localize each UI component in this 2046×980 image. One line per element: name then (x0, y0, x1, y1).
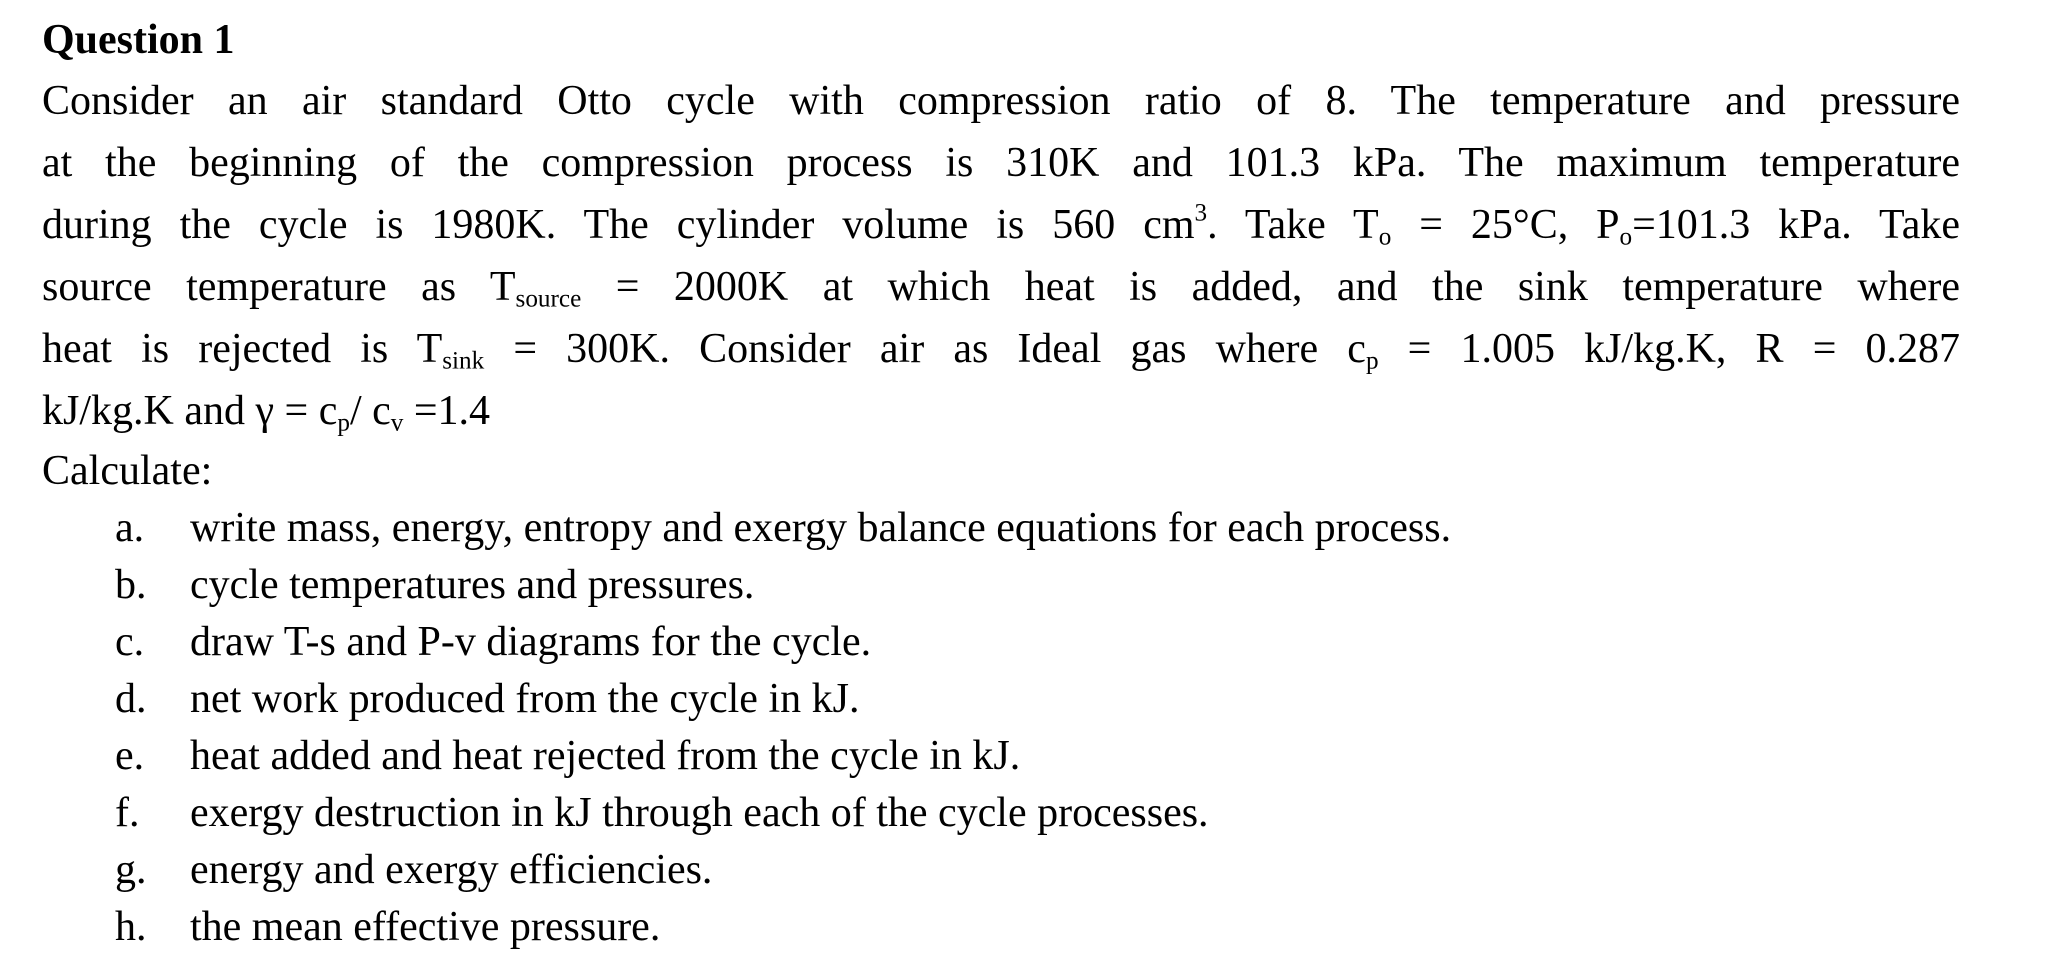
subscript: sink (442, 347, 485, 375)
text-segment: Consider an air standard Otto cycle with… (42, 78, 1960, 124)
list-item: b. cycle temperatures and pressures. (42, 557, 1960, 614)
list-item-label: e. (115, 733, 145, 779)
list-item: h. the mean effective pressure. (42, 899, 1960, 956)
question-title: Question 1 (42, 17, 235, 63)
text-segment: = 25°C, P (1391, 202, 1620, 248)
list-item-label: h. (115, 904, 147, 950)
text-segment: source temperature as T (42, 264, 516, 310)
text-segment: / c (349, 388, 391, 434)
subscript: source (515, 285, 582, 313)
paragraph-line: kJ/kg.K and γ = cp/ cv =1.4 (42, 380, 1960, 442)
text-segment: = 300K. Consider air as Ideal gas where … (484, 326, 1366, 372)
calculate-label: Calculate: (42, 448, 213, 494)
list-item-text: exergy destruction in kJ through each of… (190, 790, 1209, 836)
text-segment: = 2000K at which heat is added, and the … (581, 264, 1960, 310)
superscript: 3 (1194, 199, 1208, 227)
task-list: a. write mass, energy, entropy and exergy… (42, 500, 1960, 956)
list-item-label: d. (115, 676, 147, 722)
list-item-text: net work produced from the cycle in kJ. (190, 676, 860, 722)
paragraph-line: source temperature as Tsource = 2000K at… (42, 256, 1960, 318)
text-segment: kJ/kg.K and γ = c (42, 388, 338, 434)
list-item-text: write mass, energy, entropy and exergy b… (190, 505, 1452, 551)
list-item-text: energy and exergy efficiencies. (190, 847, 713, 893)
text-segment: . Take T (1207, 202, 1379, 248)
list-item: d. net work produced from the cycle in kJ… (42, 671, 1960, 728)
subscript: o (1619, 223, 1633, 251)
list-item-label: g. (115, 847, 147, 893)
list-item-label: f. (115, 790, 140, 836)
text-segment: at the beginning of the compression proc… (42, 140, 1960, 186)
text-segment: heat is rejected is T (42, 326, 443, 372)
list-item-text: draw T-s and P-v diagrams for the cycle. (190, 619, 872, 665)
text-segment: = 1.005 kJ/kg.K, R = 0.287 (1378, 326, 1960, 372)
list-item-label: a. (115, 505, 145, 551)
subscript: p (337, 409, 350, 437)
subscript: v (390, 409, 404, 437)
text-segment: =1.4 (403, 388, 491, 434)
list-item-text: the mean effective pressure. (190, 904, 661, 950)
paragraph-line: heat is rejected is Tsink = 300K. Consid… (42, 318, 1960, 380)
list-item-label: b. (115, 562, 147, 608)
paragraph-line: at the beginning of the compression proc… (42, 132, 1960, 194)
subscript: p (1365, 347, 1379, 375)
list-item-text: cycle temperatures and pressures. (190, 562, 755, 608)
text-segment: during the cycle is 1980K. The cylinder … (42, 202, 1195, 248)
text-segment: =101.3 kPa. Take (1632, 202, 1960, 248)
list-item: e. heat added and heat rejected from the … (42, 728, 1960, 785)
paragraph-line: Consider an air standard Otto cycle with… (42, 70, 1960, 132)
list-item: a. write mass, energy, entropy and exergy… (42, 500, 1960, 557)
list-item-label: c. (115, 619, 145, 665)
list-item: g. energy and exergy efficiencies. (42, 842, 1960, 899)
problem-statement: Consider an air standard Otto cycle with… (42, 70, 1960, 442)
list-item: f. exergy destruction in kJ through each … (42, 785, 1960, 842)
list-item-text: heat added and heat rejected from the cy… (190, 733, 1021, 779)
paragraph-line: during the cycle is 1980K. The cylinder … (42, 194, 1960, 256)
question-document: Question 1 Consider an air standard Otto… (42, 10, 1960, 956)
list-item: c. draw T-s and P-v diagrams for the cycl… (42, 614, 1960, 671)
subscript: o (1378, 223, 1392, 251)
